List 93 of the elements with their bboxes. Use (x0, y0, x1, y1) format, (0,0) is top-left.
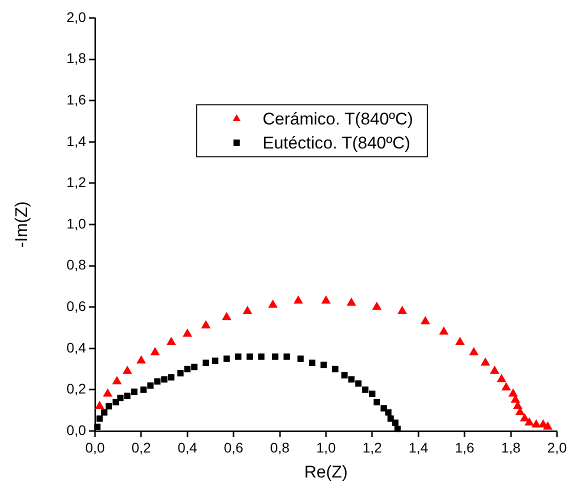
point (439, 326, 449, 335)
point (94, 400, 104, 409)
point (124, 392, 131, 400)
point (96, 415, 103, 422)
point (496, 374, 506, 382)
x-tick-label: 1,0 (316, 439, 336, 456)
point (369, 390, 376, 398)
point (385, 409, 392, 416)
x-tick-label: 0,8 (270, 439, 290, 456)
x-tick-label: 2,0 (547, 439, 567, 456)
point (258, 353, 264, 360)
point (348, 376, 355, 383)
point (397, 306, 407, 314)
y-tick-label: 0,4 (66, 339, 86, 356)
point (420, 316, 430, 324)
point (140, 386, 147, 393)
y-tick-label: 1,8 (66, 50, 86, 66)
point (508, 388, 518, 397)
x-tick-label: 1,2 (362, 439, 382, 456)
point (531, 419, 541, 428)
x-axis-title: Re(Z) (304, 462, 348, 482)
y-tick-label: 2,0 (66, 8, 86, 25)
point (294, 295, 304, 304)
point (480, 357, 490, 366)
y-tick-label: 0,2 (66, 380, 86, 397)
point (501, 382, 511, 390)
point (150, 347, 160, 356)
point (94, 424, 100, 430)
point (161, 376, 168, 383)
point (191, 364, 198, 370)
point (147, 382, 154, 389)
y-tick-label: 1,2 (66, 174, 86, 190)
point (101, 409, 108, 416)
point (321, 295, 331, 304)
point (122, 366, 132, 374)
point (341, 372, 348, 378)
point (284, 353, 290, 360)
point (297, 356, 304, 362)
point (102, 388, 112, 397)
point (272, 353, 278, 360)
point (308, 360, 316, 366)
point (166, 336, 176, 345)
point (332, 366, 338, 372)
x-tick-label: 0,4 (178, 439, 198, 456)
legend-label: Cerámico. T(840ºC) (262, 109, 414, 128)
y-axis-title: -Im(Z) (12, 201, 31, 248)
y-tick-label: 0,8 (66, 256, 86, 273)
y-tick-label: 1,4 (66, 132, 86, 149)
x-tick-label: 0,6 (224, 439, 244, 456)
x-tick-label: 0,2 (131, 439, 152, 456)
point (177, 370, 184, 376)
point (201, 320, 211, 328)
point (184, 366, 191, 372)
point (235, 353, 242, 360)
x-tick-label: 1,4 (408, 439, 428, 456)
y-tick-label: 0,0 (66, 422, 86, 438)
point (131, 388, 138, 395)
point (362, 386, 368, 393)
point (117, 394, 124, 402)
x-tick-label: 1,8 (501, 439, 521, 456)
point (524, 417, 534, 426)
point (202, 360, 210, 366)
y-tick-label: 1,0 (66, 215, 86, 232)
point (346, 297, 356, 306)
point (520, 413, 530, 422)
point (392, 420, 398, 426)
point (106, 403, 112, 410)
point (355, 380, 362, 387)
legend-label: Eutéctico. T(840ºC) (262, 133, 410, 152)
y-tick-label: 0,6 (66, 298, 86, 314)
point (542, 421, 553, 430)
point (394, 426, 401, 432)
point (469, 347, 479, 356)
point (320, 362, 327, 368)
point (168, 374, 174, 380)
point (112, 376, 122, 384)
point (246, 353, 253, 360)
point (212, 358, 218, 364)
point (490, 366, 500, 374)
point (374, 398, 380, 406)
y-tick-label: 1,6 (66, 91, 86, 108)
point (112, 398, 119, 406)
x-tick-label: 1,6 (454, 439, 475, 456)
point (268, 300, 278, 308)
point (182, 328, 192, 337)
point (242, 306, 252, 314)
point (154, 378, 161, 385)
x-tick-label: 0,0 (85, 439, 105, 456)
point (372, 302, 382, 310)
point (136, 355, 146, 364)
point (223, 356, 230, 362)
point (222, 312, 232, 320)
point (455, 336, 465, 345)
